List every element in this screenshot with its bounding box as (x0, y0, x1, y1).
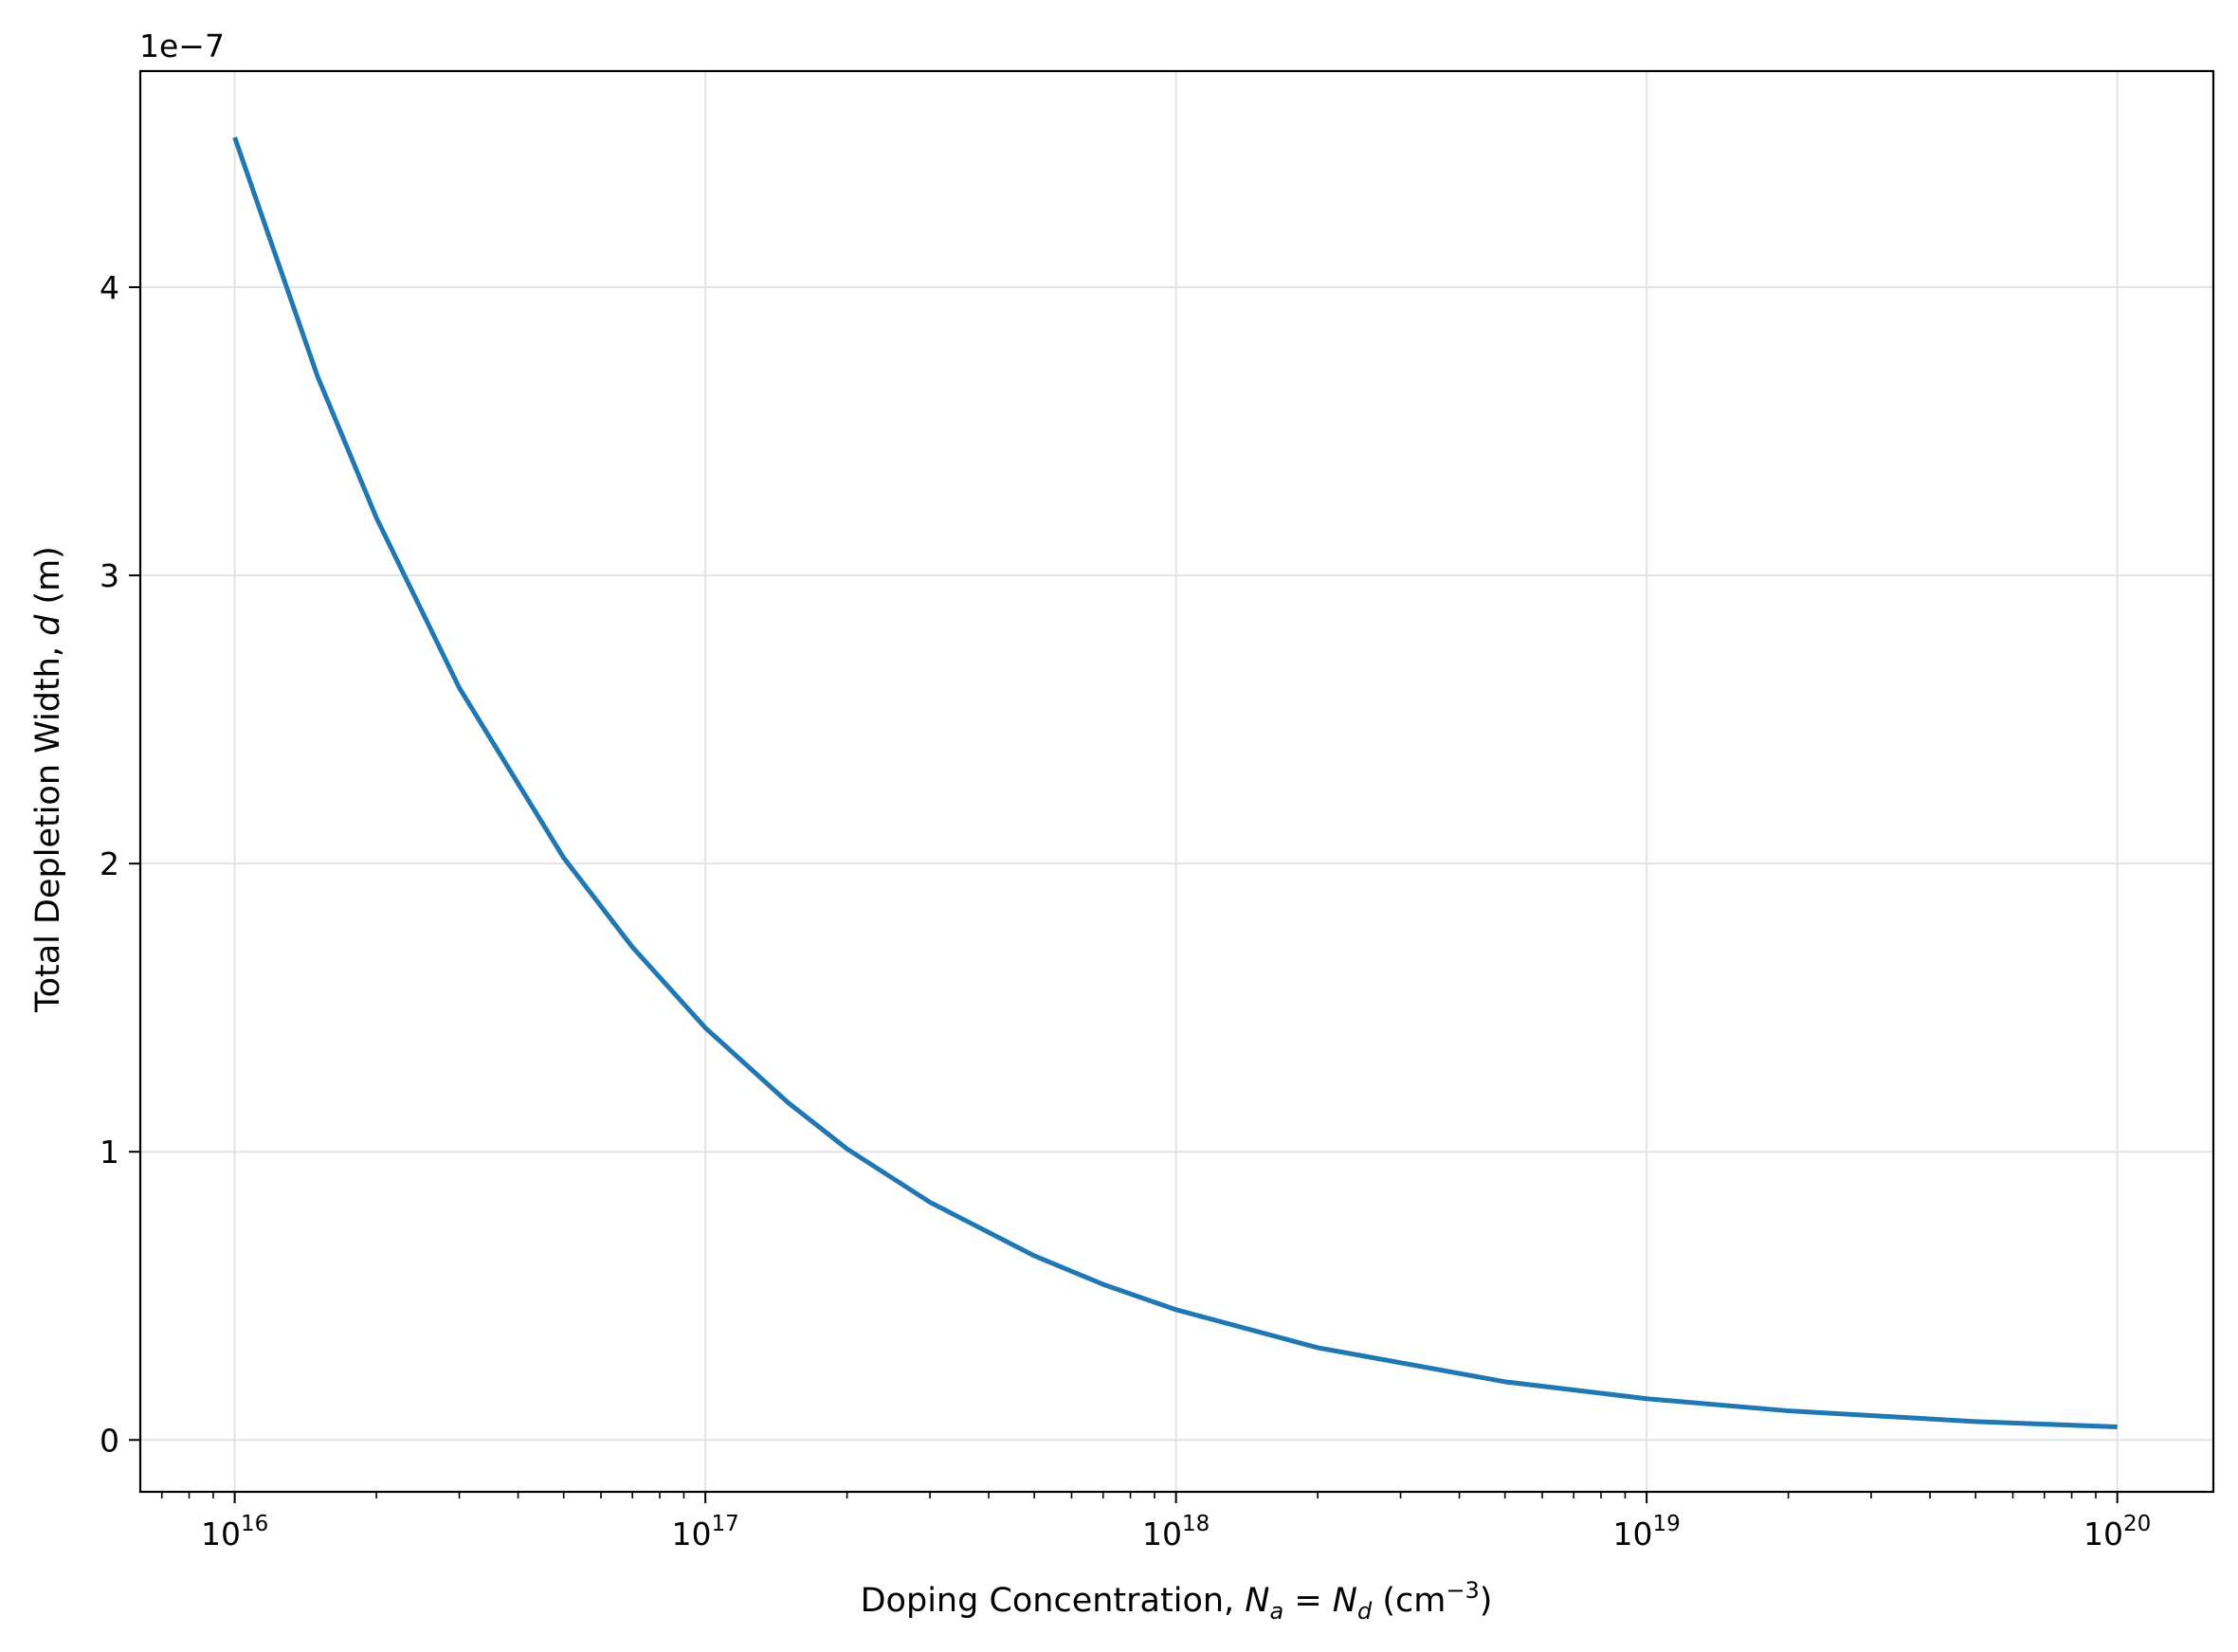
series-line (232, 136, 2118, 1430)
series-layer (232, 136, 2118, 1430)
y-tick-label: 4 (100, 269, 119, 306)
ticks: 1016 1017 1018 1019 1020 0 1 2 3 4 (100, 269, 2151, 1552)
grid (140, 71, 2213, 1492)
x-tick-label: 1016 (201, 1512, 268, 1552)
x-axis-label: Doping Concentration, Na = Nd (cm−3) (861, 1577, 1493, 1625)
y-tick-label: 2 (100, 845, 119, 882)
x-tick-label: 1017 (671, 1512, 738, 1552)
x-tick-label: 1020 (2083, 1512, 2151, 1552)
x-tick-label: 1019 (1613, 1512, 1681, 1552)
y-axis-label: Total Depletion Width, d (m) (29, 546, 67, 1013)
x-tick-label: 1018 (1142, 1512, 1210, 1552)
y-tick-label: 0 (100, 1422, 119, 1459)
y-tick-label: 1 (100, 1134, 119, 1171)
y-tick-label: 3 (100, 557, 119, 594)
y-offset-label: 1e−7 (139, 27, 225, 64)
